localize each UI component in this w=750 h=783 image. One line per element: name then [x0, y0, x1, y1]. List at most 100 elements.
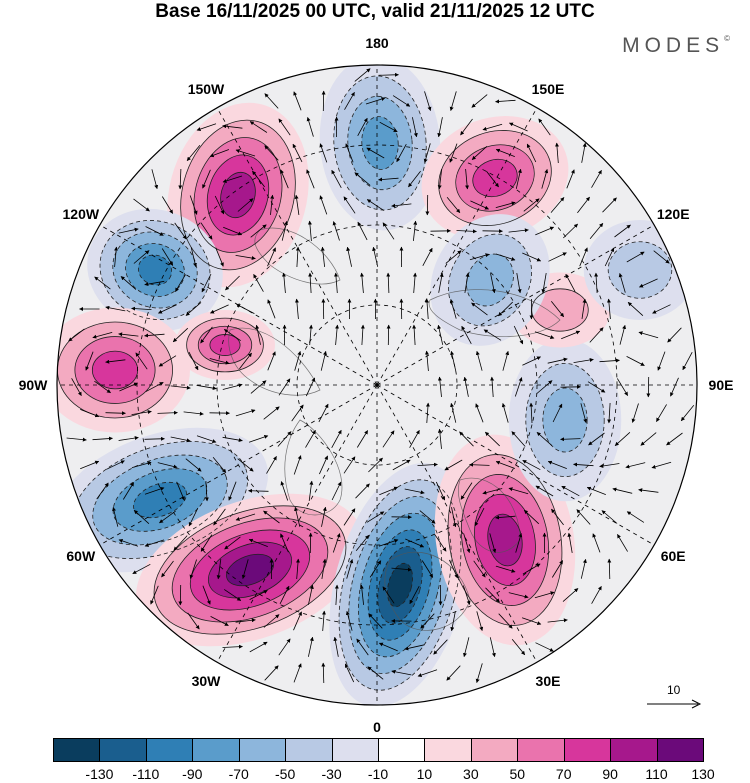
wind-arrow [449, 559, 458, 579]
wind-arrow [561, 330, 581, 340]
contour-negative-10e [338, 479, 462, 691]
wind-arrow [616, 378, 629, 396]
wind-arrow [449, 91, 457, 111]
anomaly-band [487, 514, 523, 566]
wind-arrow [294, 506, 301, 527]
lon-label-150e: 150E [532, 81, 565, 97]
wind-arrow [567, 532, 573, 553]
wind-arrow [305, 377, 316, 397]
wind-arrow [223, 589, 242, 601]
wind-arrow [682, 352, 693, 371]
meridian-line [376, 224, 655, 386]
wind-arrow [112, 506, 119, 527]
contour-line [338, 479, 462, 691]
wind-arrow [189, 559, 197, 579]
wind-arrow [618, 273, 626, 293]
wind-arrow [354, 68, 371, 82]
wind-arrow [554, 142, 559, 164]
wind-arrow [161, 248, 174, 266]
colorbar-swatch [53, 738, 101, 762]
wind-arrow [216, 559, 222, 580]
contour-line [387, 562, 413, 608]
wind-arrow [511, 431, 526, 447]
wind-arrow [437, 376, 442, 398]
wind-arrow [606, 298, 611, 320]
wind-arrow [345, 143, 354, 163]
wind-arrow [105, 359, 126, 364]
wind-arrow [438, 272, 444, 293]
wind-arrow [278, 378, 291, 396]
wind-arrow [450, 350, 457, 371]
wind-arrow [249, 590, 268, 600]
wind-arrow [589, 222, 604, 239]
wind-arrow [319, 143, 328, 163]
wind-arrow [92, 332, 113, 339]
wind-arrow [133, 250, 150, 264]
wind-arrow [66, 437, 87, 442]
wind-arrow [489, 637, 496, 658]
wind-arrow [495, 565, 516, 573]
wind-arrow [588, 432, 605, 446]
wind-arrow [463, 637, 470, 658]
wind-arrow [490, 376, 495, 398]
wind-arrow [331, 169, 342, 188]
wind-arrow [508, 487, 529, 495]
wind-arrow [222, 175, 243, 183]
wind-arrow [345, 610, 353, 631]
coastline-canada [228, 327, 321, 396]
colorbar-tick: -50 [275, 766, 296, 782]
coastline-siberia [428, 289, 561, 337]
wind-arrow [495, 460, 516, 469]
wind-arrow [346, 559, 354, 579]
wind-arrow [627, 302, 644, 316]
wind-arrow [119, 382, 138, 392]
wind-arrow [357, 117, 368, 136]
wind-arrow [248, 488, 269, 493]
wind-arrow [158, 304, 177, 314]
wind-arrow [461, 325, 472, 344]
wind-arrow [144, 280, 165, 287]
wind-arrow [114, 246, 119, 268]
wind-arrow [386, 272, 391, 294]
contour-line [193, 137, 283, 253]
wind-arrow [563, 223, 578, 239]
wind-arrow [450, 611, 456, 632]
wind-arrow [161, 560, 174, 578]
colorbar-swatch [656, 738, 704, 762]
contour-line [74, 336, 156, 404]
wind-arrow [656, 404, 667, 422]
wind-arrow [515, 533, 523, 553]
wind-arrow [471, 302, 488, 316]
wind-arrow [292, 143, 303, 163]
wind-arrow [495, 253, 516, 261]
wind-arrow [424, 91, 432, 111]
wind-arrow [305, 430, 316, 448]
contour-line [189, 529, 311, 611]
wind-arrow [508, 592, 529, 599]
wind-arrow [366, 511, 385, 523]
graticule [57, 65, 697, 705]
wind-arrow [550, 300, 565, 318]
contour-line [542, 387, 588, 453]
contour-negative-75e [525, 362, 605, 478]
wind-arrow [652, 304, 671, 314]
wind-arrow [320, 350, 327, 371]
meridian-line [99, 224, 378, 386]
lon-label-30e: 30E [536, 673, 561, 689]
wind-arrow [547, 460, 567, 469]
wind-arrow [581, 142, 587, 163]
wind-arrow [172, 327, 189, 343]
wind-arrow [670, 377, 679, 397]
anomaly-band [138, 255, 172, 285]
wind-arrow [144, 539, 165, 547]
wind-arrow [474, 507, 485, 527]
wind-arrow [222, 124, 243, 129]
lon-label-150w: 150W [188, 81, 225, 97]
wind-arrow [319, 195, 328, 215]
wind-arrow [344, 91, 355, 110]
colorbar-swatch [610, 738, 658, 762]
wind-arrow [264, 145, 279, 161]
wind-arrow [267, 351, 276, 371]
wind-arrow [344, 663, 355, 683]
wind-arrow [378, 177, 399, 182]
